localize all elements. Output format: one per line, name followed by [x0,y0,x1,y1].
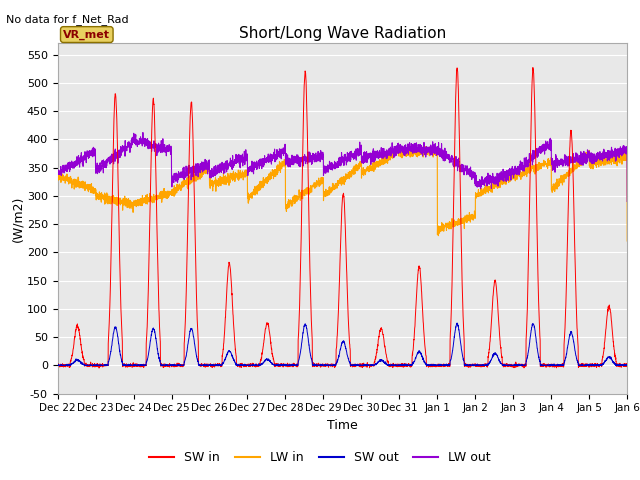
SW out [213,362,221,368]
Title: Short/Long Wave Radiation: Short/Long Wave Radiation [239,25,446,41]
LW in [54,173,61,179]
SW out [398,362,406,368]
SW in [54,362,61,368]
SW in [213,362,221,368]
Legend: SW in, LW in, SW out, LW out: SW in, LW in, SW out, LW out [144,446,496,469]
SW in [176,362,184,368]
SW in [529,65,537,71]
LW in [176,183,184,189]
LW out [398,144,406,150]
LW in [570,167,577,173]
SW out [453,320,461,326]
Line: SW out: SW out [58,323,627,365]
Line: LW out: LW out [58,132,627,202]
SW in [623,362,631,368]
SW in [408,354,416,360]
Line: SW in: SW in [58,68,627,368]
SW out [623,362,631,368]
SW in [398,362,406,368]
LW out [176,174,184,180]
Text: VR_met: VR_met [63,29,110,40]
LW in [429,143,436,149]
LW in [213,180,221,186]
LW in [398,155,406,161]
SW in [623,363,631,369]
LW out [623,144,631,149]
Text: No data for f_Net_Rad: No data for f_Net_Rad [6,14,129,25]
Y-axis label: (W/m2): (W/m2) [11,195,24,241]
SW in [570,183,577,189]
LW out [139,130,147,135]
Line: LW in: LW in [58,146,627,241]
LW out [408,143,416,148]
SW out [176,362,184,368]
X-axis label: Time: Time [327,419,358,432]
SW in [95,365,103,371]
SW out [570,337,577,343]
LW out [570,159,577,165]
SW out [623,362,631,368]
SW out [408,362,416,368]
LW out [623,199,631,204]
LW in [408,150,416,156]
LW in [623,155,631,160]
SW out [54,362,61,368]
LW in [623,238,631,244]
LW out [54,167,61,173]
LW out [213,168,221,174]
